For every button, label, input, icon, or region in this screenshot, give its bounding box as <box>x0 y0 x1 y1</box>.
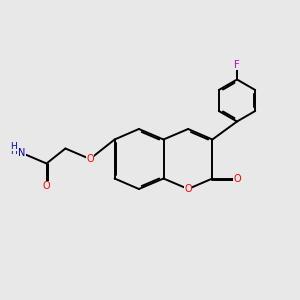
Text: O: O <box>233 173 241 184</box>
Text: H: H <box>11 142 17 151</box>
Text: F: F <box>234 59 240 70</box>
Text: O: O <box>184 184 192 194</box>
Text: H: H <box>19 148 25 158</box>
Text: N: N <box>18 148 26 158</box>
Text: H: H <box>10 147 17 156</box>
Text: O: O <box>86 154 94 164</box>
Text: O: O <box>43 181 50 191</box>
